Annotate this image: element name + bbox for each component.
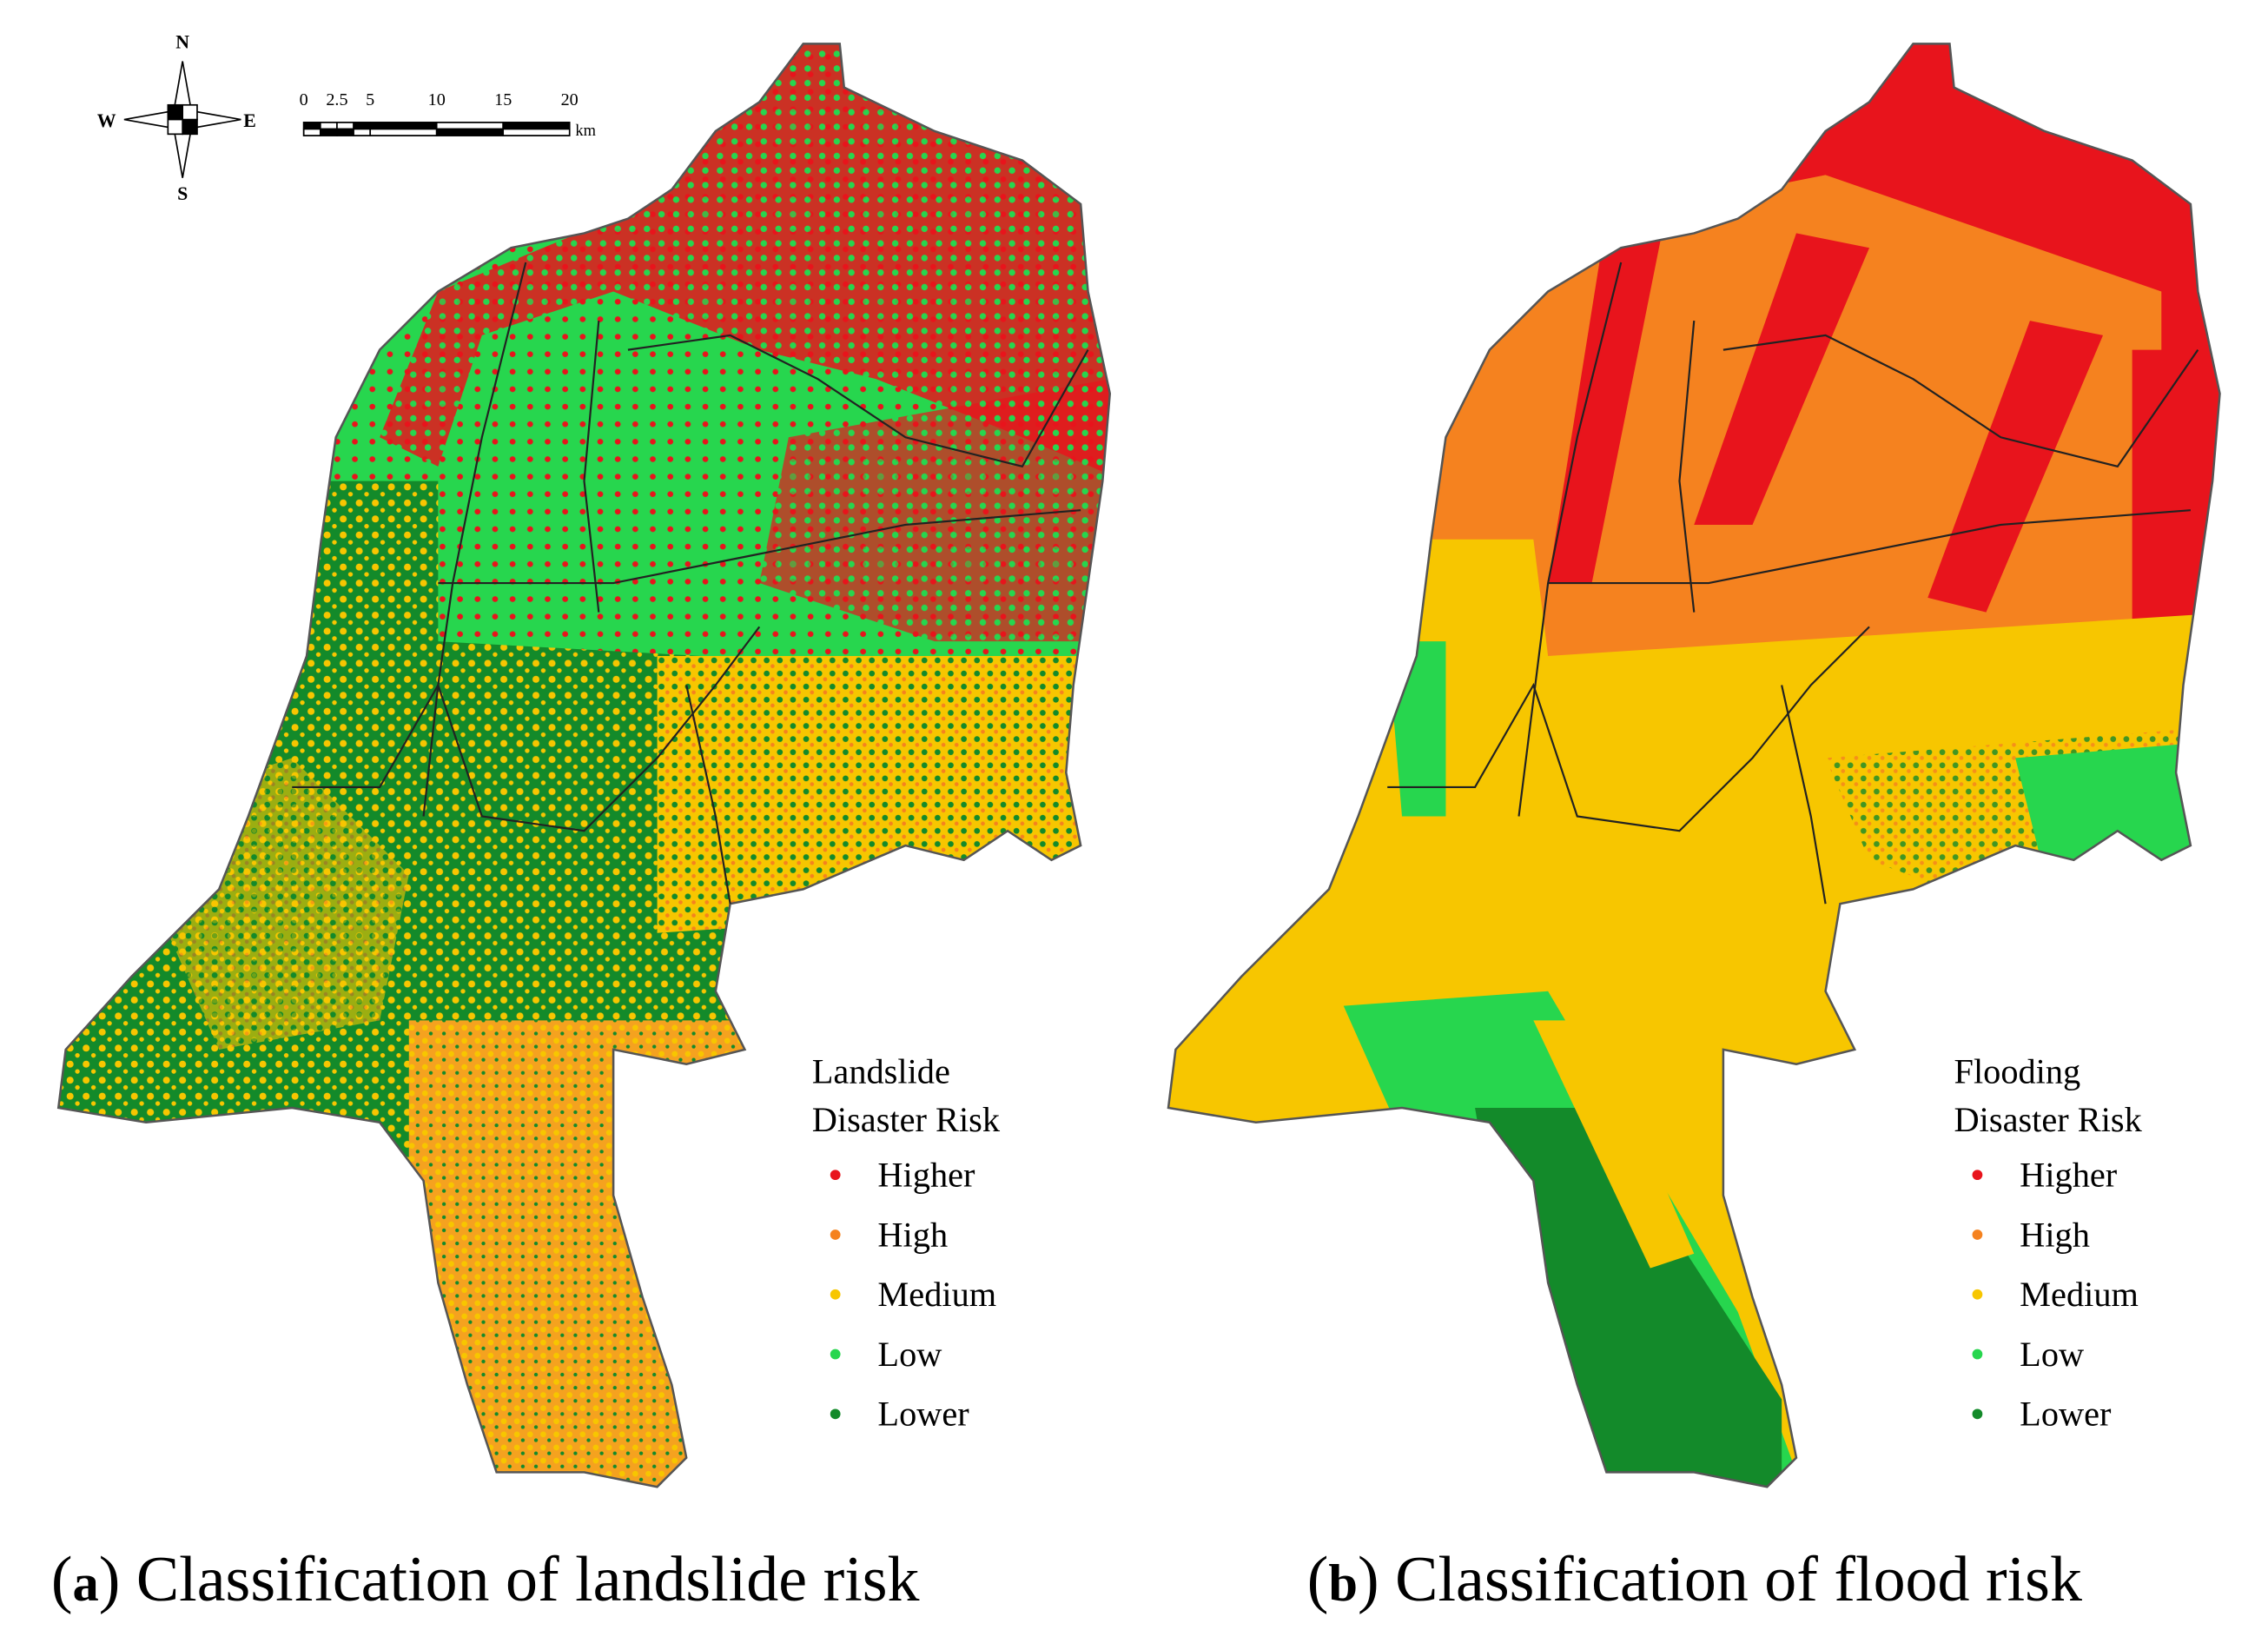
legend-title: Disaster Risk bbox=[1954, 1100, 2143, 1139]
legend-title: Disaster Risk bbox=[812, 1100, 1001, 1139]
legend-swatch bbox=[1972, 1289, 1983, 1300]
scale-cell bbox=[435, 122, 505, 130]
flood-map bbox=[1167, 43, 2221, 1488]
legend-label: Lower bbox=[2020, 1395, 2112, 1434]
caption-part: ( bbox=[51, 1543, 73, 1614]
scale-cell bbox=[319, 128, 338, 136]
legend-title: Flooding bbox=[1954, 1052, 2081, 1091]
scale-cell bbox=[369, 128, 438, 136]
scale-cell bbox=[336, 128, 354, 136]
scale-cell bbox=[502, 122, 571, 130]
caption: (a) Classification of landslide risk bbox=[51, 1543, 920, 1614]
caption-part: ) Classification of flood risk bbox=[1358, 1543, 2082, 1614]
caption-part: a bbox=[72, 1554, 98, 1613]
scale-cell bbox=[353, 128, 372, 136]
scale-cell bbox=[336, 122, 354, 130]
scale-label: 2.5 bbox=[326, 90, 347, 109]
legend-swatch bbox=[830, 1349, 841, 1360]
legend-swatch bbox=[830, 1170, 841, 1181]
legend-swatch bbox=[830, 1289, 841, 1300]
scale-cell bbox=[369, 122, 438, 130]
legend-swatch bbox=[1972, 1349, 1983, 1360]
legend-label: Medium bbox=[2020, 1275, 2139, 1314]
legend-title: Landslide bbox=[812, 1052, 950, 1091]
caption-part: b bbox=[1328, 1554, 1358, 1613]
compass-label: S bbox=[177, 183, 188, 204]
scale-label: 20 bbox=[561, 90, 579, 109]
legend-swatch bbox=[830, 1229, 841, 1240]
scale-label: 10 bbox=[428, 90, 446, 109]
legend-label: Low bbox=[2020, 1335, 2084, 1374]
legend-swatch bbox=[1972, 1170, 1983, 1181]
scale-bar bbox=[302, 122, 571, 136]
compass bbox=[123, 61, 241, 178]
scale-cell bbox=[319, 122, 338, 130]
legend-label: High bbox=[877, 1215, 948, 1254]
scale-cell bbox=[302, 128, 321, 136]
legend-swatch bbox=[1972, 1229, 1983, 1240]
legend-label: Medium bbox=[877, 1275, 996, 1314]
scale-cell bbox=[502, 128, 571, 136]
legend-label: Lower bbox=[877, 1395, 969, 1434]
scale-label: 0 bbox=[300, 90, 308, 109]
caption: (b) Classification of flood risk bbox=[1307, 1543, 2082, 1614]
compass-label: W bbox=[97, 110, 116, 131]
scale-cell bbox=[435, 128, 505, 136]
scale-label: 5 bbox=[366, 90, 374, 109]
compass-label: E bbox=[243, 110, 256, 131]
caption-part: ( bbox=[1307, 1543, 1329, 1614]
scale-cell bbox=[302, 122, 321, 130]
legend-swatch bbox=[1972, 1408, 1983, 1420]
compass-label: N bbox=[175, 31, 189, 52]
landslide-map bbox=[56, 43, 1112, 1488]
legend-label: High bbox=[2020, 1215, 2090, 1254]
scale-label: 15 bbox=[494, 90, 512, 109]
scale-unit: km bbox=[575, 122, 596, 139]
scale-cell bbox=[353, 122, 372, 130]
legend-label: Low bbox=[877, 1335, 942, 1374]
legend-swatch bbox=[830, 1408, 841, 1420]
legend-label: Higher bbox=[877, 1156, 975, 1195]
caption-part: ) Classification of landslide risk bbox=[99, 1543, 920, 1614]
legend-label: Higher bbox=[2020, 1156, 2118, 1195]
